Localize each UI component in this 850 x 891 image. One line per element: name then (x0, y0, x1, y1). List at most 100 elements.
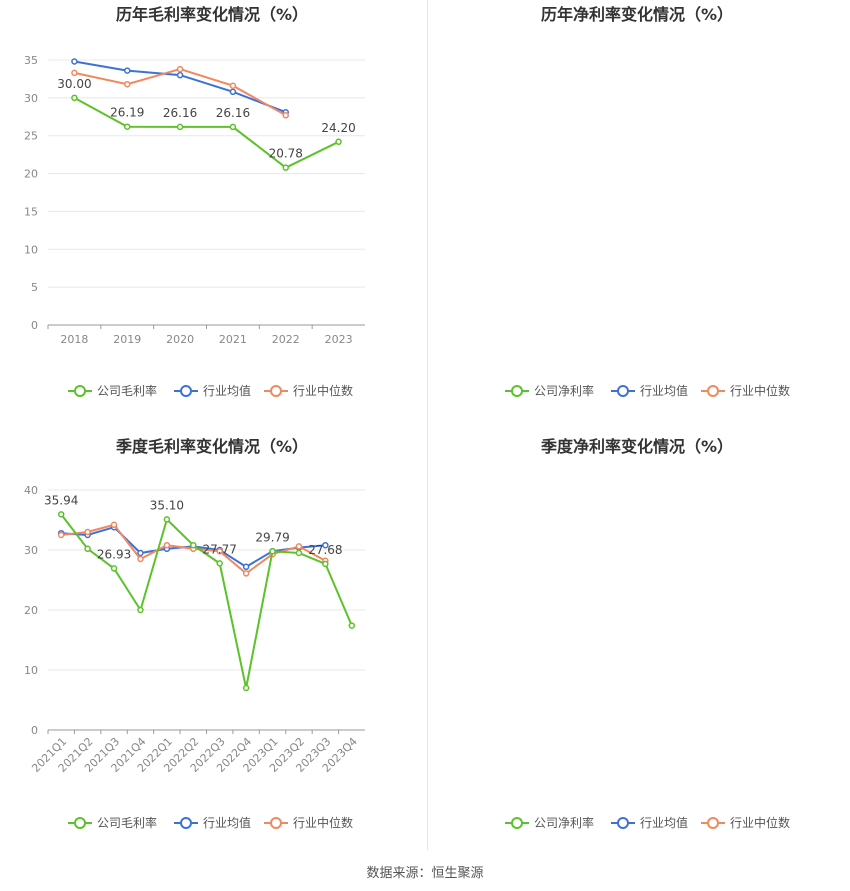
data-point (57, 511, 65, 518)
legend-marker (180, 385, 192, 397)
legend-marker (74, 817, 86, 829)
legend-label: 公司毛利率 (97, 383, 157, 398)
legend-label: 行业中位数 (293, 815, 353, 830)
y-tick-label: 40 (24, 484, 38, 497)
data-point (176, 123, 184, 131)
data-label: 20.78 (269, 147, 303, 161)
x-tick-label: 2022 (272, 333, 300, 346)
chart-quarterly-net-margin: 季度净利率变化情况（%）-20-100102030402021Q12021Q22… (32, 432, 850, 862)
data-point (216, 560, 223, 567)
y-tick-label: 30 (24, 92, 38, 105)
data-point (57, 531, 65, 539)
data-point (176, 71, 184, 79)
legend-label: 公司毛利率 (97, 815, 157, 830)
legend-marker (180, 817, 192, 829)
data-point (242, 684, 250, 692)
chart-title: 季度毛利率变化情况（%） (115, 437, 308, 456)
data-point (124, 67, 131, 74)
y-tick-label: 10 (24, 243, 38, 256)
y-tick-label: 35 (24, 54, 38, 67)
y-tick-label: 20 (24, 168, 38, 181)
y-tick-label: 0 (31, 724, 38, 737)
legend-label: 行业中位数 (293, 383, 353, 398)
data-point (322, 560, 329, 568)
legend-marker (74, 385, 86, 397)
data-label: 26.93 (97, 547, 131, 561)
chart-title: 季度净利率变化情况（%） (540, 437, 733, 456)
data-point (322, 541, 329, 549)
panel-divider (427, 0, 428, 850)
series-line-company (60, 513, 353, 689)
data-point (335, 138, 342, 146)
data-point (229, 82, 237, 89)
data-point (163, 541, 171, 549)
data-point (242, 570, 250, 577)
data-point (71, 69, 78, 77)
data-label: 26.16 (163, 106, 197, 120)
series-line-company (73, 97, 340, 169)
legend-label: 行业均值 (203, 815, 251, 830)
legend-label: 行业中位数 (730, 815, 790, 830)
data-point (229, 88, 237, 96)
legend-label: 行业均值 (640, 815, 688, 830)
x-tick-label: 2021 (219, 333, 247, 346)
x-tick-label: 2023 (325, 333, 353, 346)
data-point (124, 123, 131, 130)
legend-marker (511, 385, 523, 397)
chart-annual-gross-margin: 历年毛利率变化情况（%） 0 5 10 15 20 25 30 35 2018 2019 2020 20… (0, 0, 425, 430)
data-point (110, 521, 118, 529)
data-point (269, 548, 276, 555)
x-tick-label: 2020 (166, 333, 194, 346)
data-label: 27.68 (308, 543, 342, 557)
legend-marker (617, 385, 629, 397)
data-label: 26.16 (216, 106, 250, 120)
chart-title: 历年毛利率变化情况（%） (116, 5, 308, 24)
y-tick-label: 0 (31, 319, 38, 332)
chart-svg: 季度毛利率变化情况（%）0102030402021Q12021Q22021Q32… (24, 437, 365, 830)
data-point (282, 112, 289, 119)
chart-title: 历年净利率变化情况（%） (541, 5, 733, 24)
legend-marker (707, 385, 719, 397)
chart-svg: 历年毛利率变化情况（%） 0 5 10 15 20 25 30 35 2018 2019 2020 20… (24, 5, 365, 398)
data-point (137, 549, 144, 557)
data-point (137, 555, 144, 563)
y-tick-label: 10 (24, 664, 38, 677)
data-point (84, 528, 91, 536)
chart-annual-net-margin: 历年净利率变化情况（%）-6-3036912201820192020202120… (36, 0, 850, 430)
legend-marker (270, 385, 282, 397)
legend-label: 行业中位数 (730, 383, 790, 398)
data-point (71, 58, 78, 65)
legend-label: 行业均值 (203, 383, 251, 398)
data-point (137, 606, 144, 614)
data-point (282, 164, 289, 171)
data-point (176, 65, 184, 73)
data-point (163, 516, 171, 523)
data-point (84, 545, 91, 553)
data-point (229, 123, 237, 131)
data-source: 数据来源：恒生聚源 (366, 866, 484, 881)
data-label: 35.94 (44, 493, 78, 507)
y-tick-label: 30 (24, 544, 38, 557)
legend-label: 公司净利率 (534, 815, 594, 830)
y-tick-label: 20 (24, 604, 38, 617)
legend-label: 公司净利率 (534, 383, 594, 398)
data-label: 26.19 (110, 106, 144, 120)
legend-marker (707, 817, 719, 829)
data-point (71, 94, 78, 102)
x-tick-label: 2019 (113, 333, 141, 346)
data-label: 35.10 (150, 498, 184, 512)
y-tick-label: 15 (24, 205, 38, 218)
data-point (295, 549, 303, 557)
data-point (124, 80, 131, 88)
legend-marker (511, 817, 523, 829)
data-label: 30.00 (57, 77, 91, 91)
data-point (216, 547, 223, 555)
data-label: 24.20 (321, 121, 355, 135)
data-label: 27.77 (203, 542, 237, 556)
legend-label: 行业均值 (640, 383, 688, 398)
y-tick-label: 25 (24, 130, 38, 143)
data-point (348, 622, 356, 629)
data-point (242, 563, 250, 571)
data-point (190, 541, 197, 549)
chart-quarterly-gross-margin: 季度毛利率变化情况（%） 0 10 20 30 40 2021Q1 2021Q2 2021Q3 2… (0, 432, 425, 862)
